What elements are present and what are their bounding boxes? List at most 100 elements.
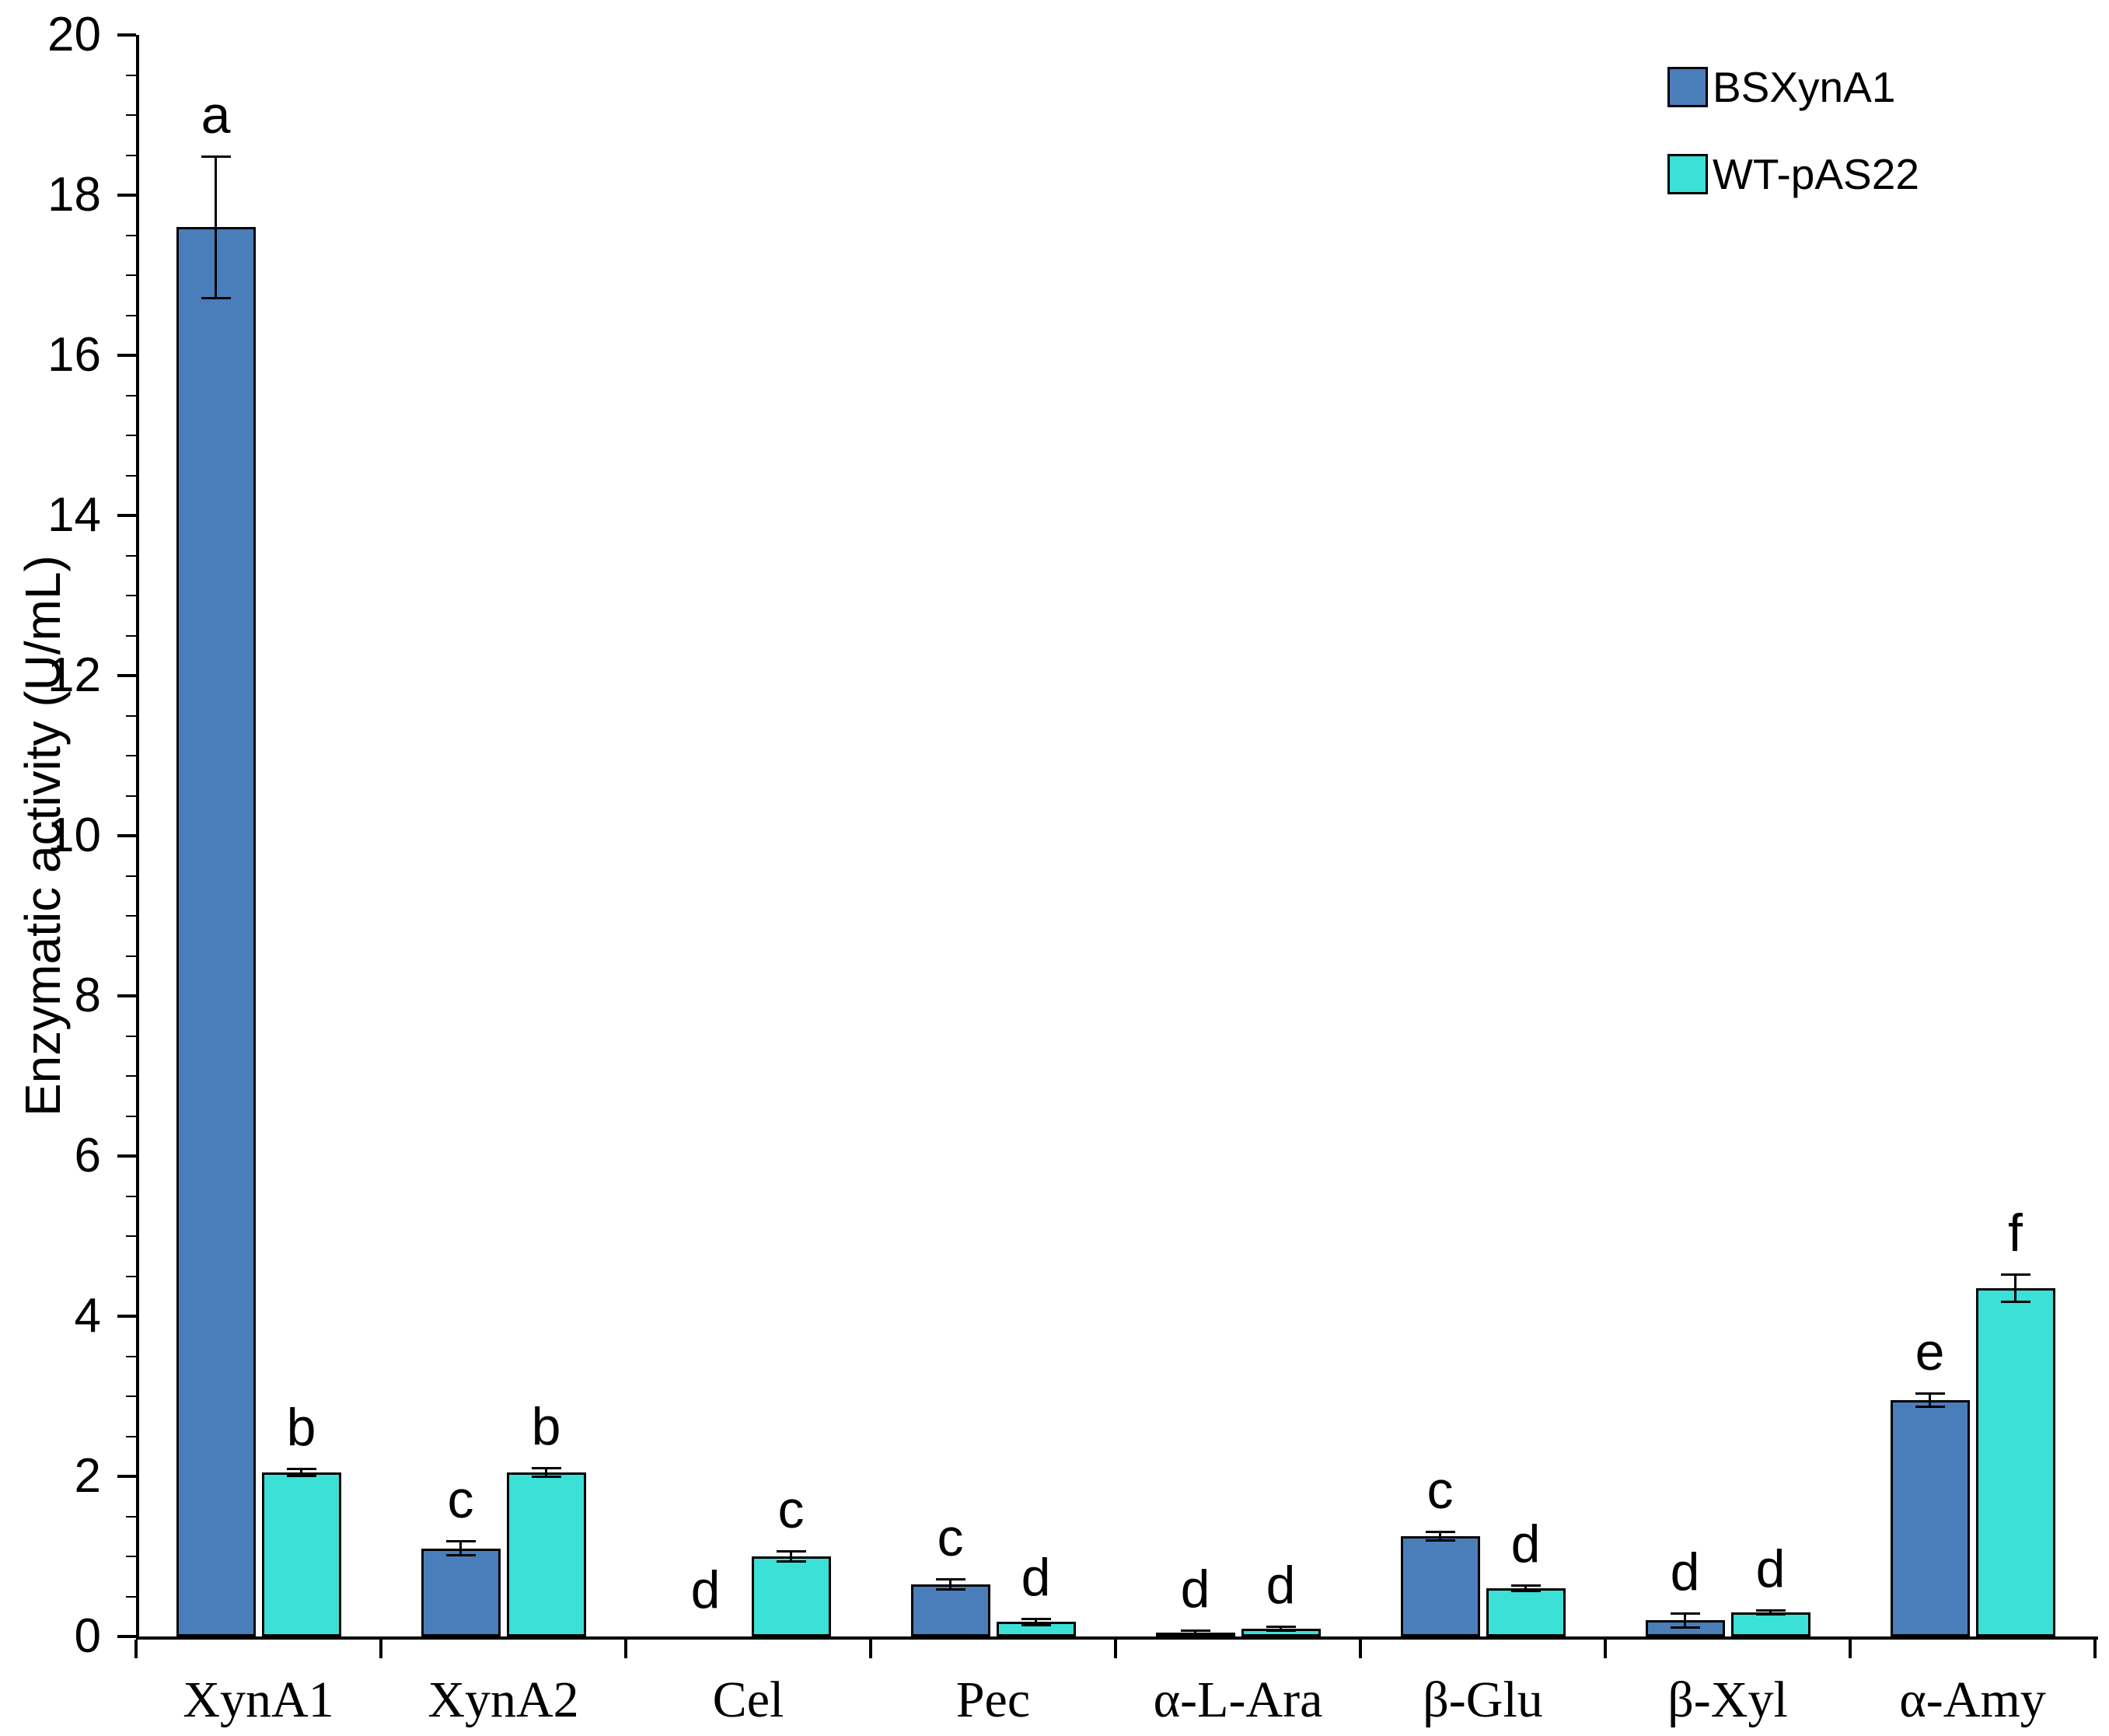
bar: a xyxy=(176,87,256,1636)
error-bar-line xyxy=(215,155,217,299)
y-axis-minor-tick xyxy=(126,554,136,557)
bar-fill xyxy=(176,227,256,1636)
error-bar-line xyxy=(1769,1609,1772,1616)
bar: d xyxy=(1155,1561,1235,1637)
error-bar-bottom-cap xyxy=(935,1588,965,1591)
significance-letter: d xyxy=(690,1560,721,1619)
x-axis-tick xyxy=(1114,1640,1117,1658)
bar-fill xyxy=(910,1584,990,1636)
bar: c xyxy=(421,1472,501,1636)
x-axis-category-label: XynA1 xyxy=(183,1671,334,1728)
y-axis-major-tick xyxy=(117,1315,136,1318)
error-bar-top-cap xyxy=(1755,1609,1786,1612)
y-axis-minor-tick xyxy=(126,1435,136,1437)
y-axis-tick-label: 14 xyxy=(47,488,101,542)
significance-letter: e xyxy=(1915,1322,1945,1381)
y-axis-major-tick xyxy=(117,194,136,197)
y-axis-minor-tick xyxy=(126,634,136,637)
y-axis-minor-tick xyxy=(126,314,136,316)
error-bar-bottom-cap xyxy=(1755,1613,1786,1616)
bar-fill xyxy=(751,1556,831,1636)
y-axis-minor-tick xyxy=(126,1395,136,1397)
y-axis-minor-tick xyxy=(126,1075,136,1077)
x-axis-tick xyxy=(2093,1640,2097,1658)
bar: c xyxy=(751,1482,831,1636)
bar-fill xyxy=(1890,1400,1970,1636)
error-bar-top-cap xyxy=(286,1467,316,1470)
x-axis-category-label: Cel xyxy=(712,1671,784,1728)
y-axis-minor-tick xyxy=(126,714,136,717)
significance-letter: d xyxy=(1180,1559,1210,1619)
y-axis-minor-tick xyxy=(126,1595,136,1598)
y-axis-major-tick xyxy=(117,1475,136,1478)
legend: BSXynA1 WT-pAS22 xyxy=(1667,62,1919,236)
bar: d xyxy=(1645,1544,1725,1636)
error-bar-top-cap xyxy=(445,1540,476,1543)
error-bar-top-cap xyxy=(531,1466,561,1469)
x-axis-category-label: α-Amy xyxy=(1899,1671,2046,1728)
y-axis-tick-label: 6 xyxy=(74,1129,101,1182)
error-bar-top-cap xyxy=(776,1549,806,1553)
error-bar-top-cap xyxy=(1425,1531,1455,1534)
y-axis-minor-tick xyxy=(126,1195,136,1197)
y-axis-minor-tick xyxy=(126,1515,136,1518)
y-axis-major-tick xyxy=(117,674,136,677)
y-axis-tick-label: 0 xyxy=(74,1609,101,1663)
y-axis-major-tick xyxy=(117,1635,136,1638)
legend-swatch xyxy=(1667,67,1708,107)
error-bar-line xyxy=(1280,1625,1282,1632)
bar: d xyxy=(1486,1516,1566,1636)
error-bar-line xyxy=(1194,1629,1196,1636)
error-bar-bottom-cap xyxy=(1670,1626,1700,1629)
y-axis-major-tick xyxy=(117,514,136,517)
y-axis-minor-tick xyxy=(126,1556,136,1557)
y-axis-minor-tick xyxy=(126,435,136,436)
error-bar-bottom-cap xyxy=(1180,1633,1210,1636)
y-axis-tick-label: 8 xyxy=(74,969,101,1022)
error-bar-line xyxy=(545,1466,547,1479)
error-bar-top-cap xyxy=(1510,1584,1541,1588)
y-axis-minor-tick xyxy=(126,154,136,156)
error-bar-bottom-cap xyxy=(1510,1590,1541,1593)
x-axis-tick xyxy=(1849,1640,1852,1658)
bar: b xyxy=(506,1399,586,1636)
y-axis-minor-tick xyxy=(126,394,136,396)
y-axis-tick-label: 18 xyxy=(47,168,101,222)
bar: f xyxy=(1975,1205,2055,1636)
bar-fill xyxy=(1730,1612,1810,1636)
y-axis-minor-tick xyxy=(126,1035,136,1037)
y-axis-tick-label: 16 xyxy=(47,328,101,382)
x-axis-category-label: Pec xyxy=(955,1671,1031,1728)
y-axis-minor-tick xyxy=(126,955,136,957)
x-axis-category-label: β-Glu xyxy=(1423,1671,1543,1728)
x-axis-tick xyxy=(1359,1640,1362,1658)
error-bar-top-cap xyxy=(1021,1618,1051,1621)
x-axis-tick xyxy=(869,1640,872,1658)
x-axis-category-label: α-L-Ara xyxy=(1153,1671,1323,1728)
x-axis-tick xyxy=(1604,1640,1607,1658)
significance-letter: a xyxy=(201,85,231,145)
error-bar-line xyxy=(949,1577,951,1591)
legend-label: WT-pAS22 xyxy=(1713,150,1919,198)
y-axis-minor-tick xyxy=(126,595,136,596)
y-axis-minor-tick xyxy=(126,234,136,236)
y-axis-tick-label: 20 xyxy=(47,8,101,61)
error-bar-line xyxy=(2014,1273,2016,1303)
significance-letter: d xyxy=(1266,1555,1296,1615)
significance-letter: d xyxy=(1755,1539,1786,1598)
significance-letter: f xyxy=(2008,1203,2023,1263)
error-bar-bottom-cap xyxy=(1425,1539,1455,1542)
error-bar-top-cap xyxy=(1915,1392,1945,1395)
y-axis-minor-tick xyxy=(126,274,136,276)
bar-fill xyxy=(261,1472,341,1636)
y-axis-minor-tick xyxy=(126,1235,136,1237)
significance-letter: c xyxy=(777,1479,805,1539)
